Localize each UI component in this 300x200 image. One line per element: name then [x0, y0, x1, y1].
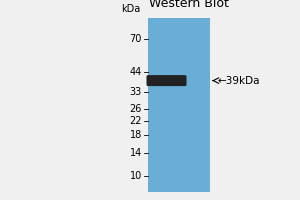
Text: 18: 18 [130, 130, 142, 140]
Text: Western Blot: Western Blot [149, 0, 229, 10]
Bar [148, 18, 210, 192]
Text: kDa: kDa [121, 4, 140, 14]
Text: 44: 44 [130, 67, 142, 77]
Text: 70: 70 [130, 34, 142, 44]
Text: 33: 33 [130, 87, 142, 97]
Text: 10: 10 [130, 171, 142, 181]
Text: 26: 26 [130, 104, 142, 114]
Text: 22: 22 [130, 116, 142, 126]
FancyBboxPatch shape [146, 75, 187, 86]
Text: ←39kDa: ←39kDa [218, 76, 260, 86]
Text: 14: 14 [130, 148, 142, 158]
